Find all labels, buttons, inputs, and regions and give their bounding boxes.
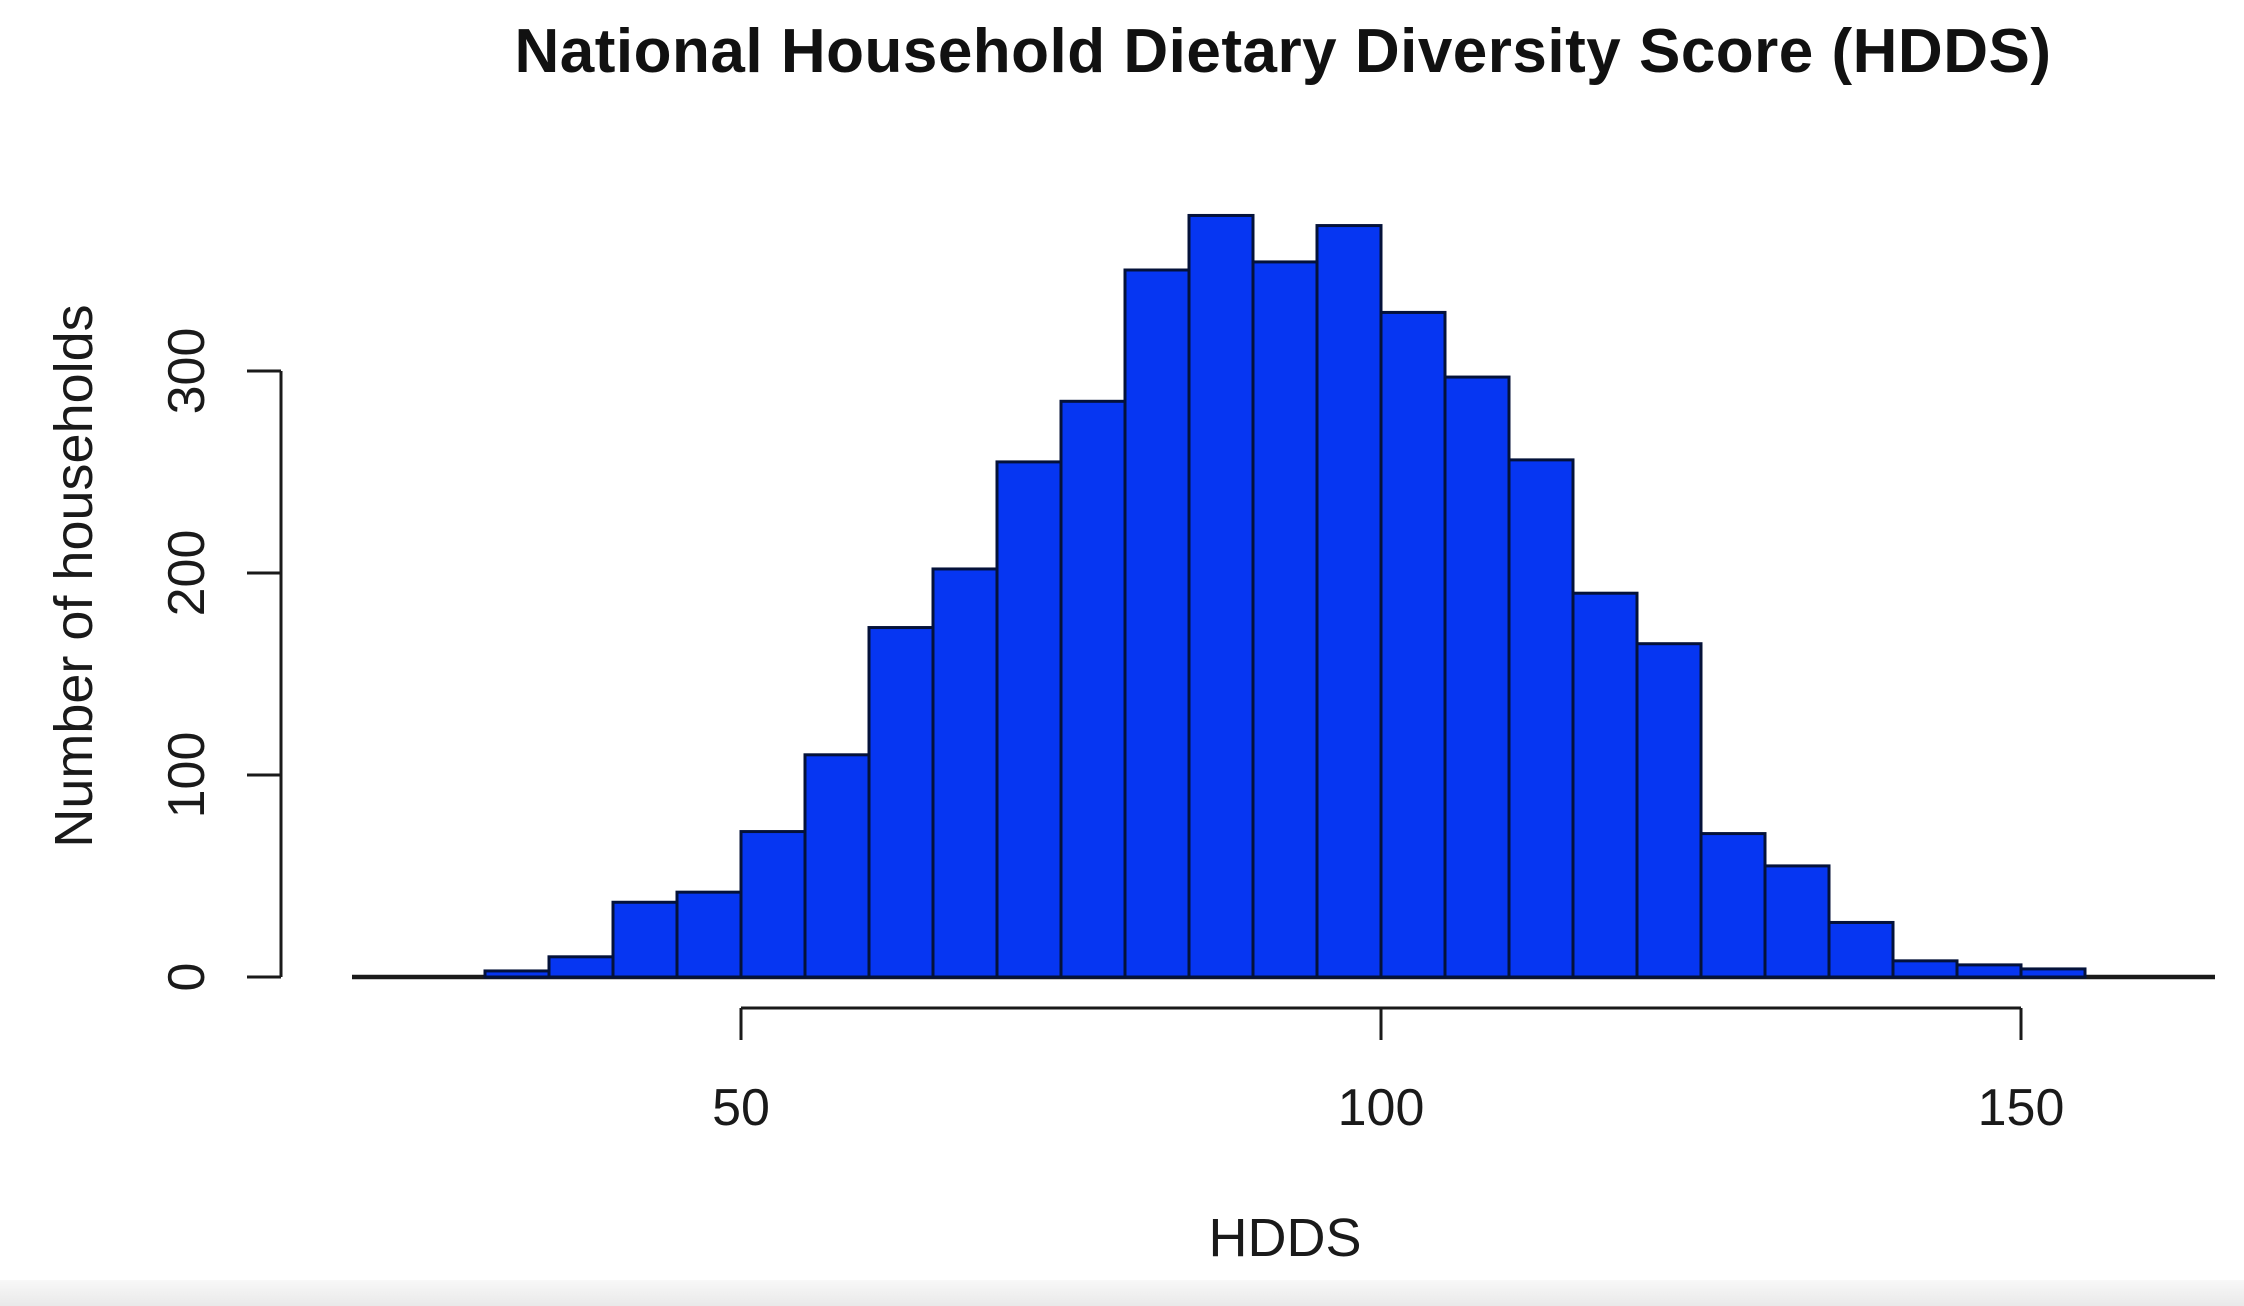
- histogram-bar: [1763, 864, 1831, 979]
- y-tick-label: 100: [158, 731, 216, 819]
- histogram-bar: [867, 626, 935, 979]
- histogram-bar: [1955, 963, 2023, 979]
- y-tick-label: 200: [158, 529, 216, 617]
- histogram-bar: [1827, 920, 1895, 979]
- histogram-bar: [739, 830, 807, 979]
- x-tick-label: 150: [1977, 1079, 2065, 1137]
- histogram-bar: [803, 753, 871, 979]
- x-tick-label: 50: [712, 1079, 770, 1137]
- histogram-bar: [547, 955, 615, 979]
- histogram-bar: [1635, 642, 1703, 979]
- y-axis-title: Number of households: [44, 304, 104, 848]
- histogram-bar: [931, 567, 999, 979]
- histogram-bar: [1251, 260, 1319, 979]
- x-tick-label: 100: [1337, 1079, 1425, 1137]
- histogram-bar: [675, 890, 743, 979]
- chart-title: National Household Dietary Diversity Sco…: [514, 17, 2052, 86]
- histogram-bar: [483, 969, 551, 979]
- histogram-bar: [611, 900, 679, 979]
- histogram-bar: [1699, 832, 1767, 979]
- histogram-bar: [1379, 310, 1447, 979]
- x-axis-title: HDDS: [1208, 1208, 1362, 1268]
- window-bottom-strip: [0, 1280, 2244, 1306]
- histogram-bar: [1507, 458, 1575, 979]
- y-tick-label: 0: [158, 962, 216, 992]
- histogram-bar: [2019, 967, 2087, 979]
- histogram-bar: [1187, 213, 1255, 979]
- histogram-bar: [1571, 591, 1639, 979]
- histogram-bar: [1315, 224, 1383, 979]
- y-tick-label: 300: [158, 327, 216, 415]
- histogram-bar: [1443, 375, 1511, 979]
- histogram-bar: [995, 460, 1063, 979]
- histogram-bar: [1123, 268, 1191, 979]
- histogram-bar: [1059, 399, 1127, 979]
- histogram-bar: [1891, 959, 1959, 979]
